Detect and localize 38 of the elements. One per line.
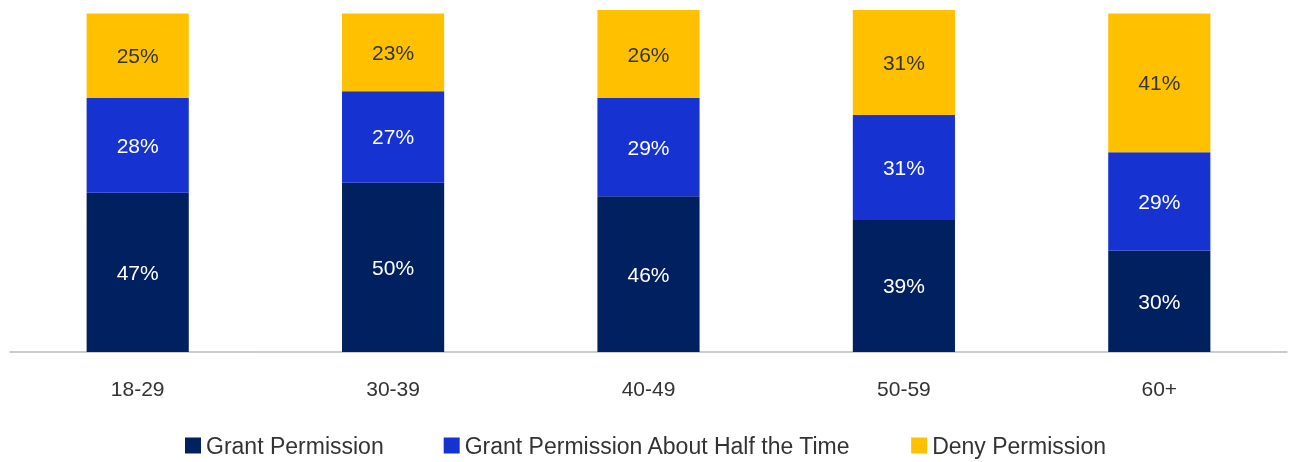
legend-label: Grant Permission [206,432,384,459]
data-label: 39% [882,274,925,298]
bar [597,10,700,99]
bar [342,13,445,92]
data-label: 30% [1138,289,1181,313]
data-label: 23% [372,40,415,64]
bar [1108,13,1211,153]
data-label: 50% [372,255,415,279]
bar [342,182,445,352]
bar [852,219,955,352]
bar [852,114,955,220]
bar [342,91,445,183]
data-label: 31% [882,155,925,179]
data-label: 29% [627,135,670,159]
data-label: 26% [627,42,670,66]
data-label: 25% [116,44,159,68]
data-label: 27% [372,125,415,149]
legend-label: Grant Permission About Half the Time [464,432,850,459]
legend-label: Deny Permission [932,432,1106,459]
data-label: 47% [116,260,159,284]
bar [852,10,955,115]
data-label: 29% [1138,189,1181,213]
data-label: 41% [1138,71,1181,95]
x-tick-label: 40-49 [621,377,676,400]
bar [86,192,189,352]
bar [86,98,189,193]
bar [86,13,189,99]
x-tick-label: 30-39 [366,377,420,400]
bar [1108,250,1211,352]
x-tick-label: 50-59 [877,377,931,400]
x-tick-label: 18-29 [110,377,165,400]
x-tick-label: 60+ [1141,377,1178,400]
data-label: 28% [116,133,159,157]
bar [597,98,700,197]
data-label: 46% [627,262,670,286]
bar [1108,152,1211,251]
data-label: 31% [882,50,925,74]
bar [597,196,700,352]
